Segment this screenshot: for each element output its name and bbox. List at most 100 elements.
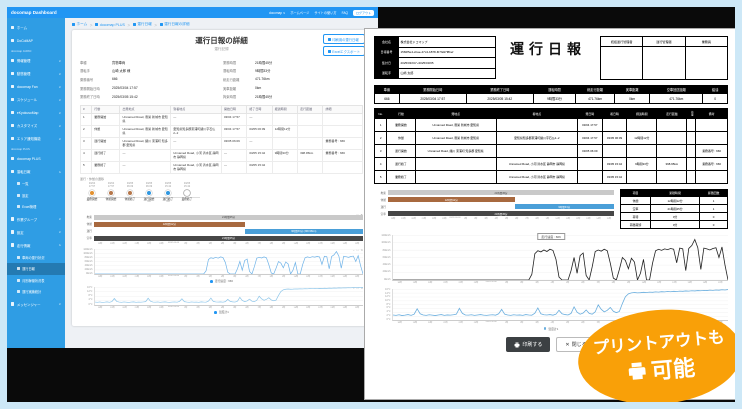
print-button[interactable]: 印刷する bbox=[506, 337, 551, 352]
timeline-node[interactable]: 03/05 15:42 業務終了 bbox=[177, 182, 197, 201]
timeline-node[interactable]: 03/04 17:57 業務開始 bbox=[82, 182, 102, 201]
x-tick-label: 3時 bbox=[535, 322, 539, 324]
top-navbar: docomap Dashboard docomap ∨ ホームページ サイトの使い方… bbox=[7, 7, 378, 18]
breadcrumb-item[interactable]: ホーム bbox=[72, 22, 87, 27]
x-tick-label: 12時 bbox=[575, 218, 581, 220]
app-title: docomap Dashboard bbox=[11, 10, 57, 15]
table-row[interactable]: 2 休憩 Unnamed Road, 豊栄 新城市 愛知県 愛知県知多郡東浦町緒川字石… bbox=[373, 131, 728, 145]
table-cell: 9時間33分 bbox=[532, 93, 577, 104]
excel-export-button[interactable]: Excelエクスポート bbox=[322, 46, 365, 56]
detail-value: 9時間33分 bbox=[255, 69, 271, 74]
navbar-link[interactable]: ホームページ bbox=[290, 11, 310, 15]
table-cell: 666 bbox=[374, 93, 400, 104]
y-tick-label: 16℃ bbox=[87, 285, 93, 289]
sidebar-item[interactable]: 運転日報 ∧ bbox=[7, 165, 65, 178]
table-row[interactable]: 1 業務開始 Unnamed Road, 豊栄 新城市 愛知県 —03/04 17:5… bbox=[79, 112, 363, 126]
timeline-node[interactable]: 03/04 17:57 休憩開始 bbox=[101, 181, 121, 201]
logout-button[interactable]: ログアウト bbox=[352, 9, 374, 16]
gantt-bar-運行[interactable]: 9時間33分 (398.95km) bbox=[244, 228, 363, 235]
table-cell: Unnamed Road, 小河 清水区 静岡市 静岡県 bbox=[495, 170, 578, 184]
sidebar-item[interactable]: スケジュール ∨ bbox=[7, 93, 65, 106]
table-cell bbox=[686, 144, 697, 158]
sidebar-item[interactable]: 動態管理 ∨ bbox=[7, 67, 65, 80]
sidebar-subitem[interactable]: Excel管理 bbox=[7, 201, 65, 213]
report-temp-legend: 温度計1 bbox=[374, 326, 728, 331]
sidebar-subitem[interactable]: 車両の運行状況 bbox=[7, 252, 65, 264]
breadcrumb-item[interactable]: 運行日報の詳細 bbox=[159, 22, 189, 27]
table-row[interactable]: 5 業務終了 — Unnamed Road, 小河 清水区 静岡市 静岡県 —03/05… bbox=[79, 160, 363, 174]
table-cell bbox=[695, 118, 728, 132]
sidebar-item[interactable]: 走行情報 ∧ bbox=[7, 239, 65, 252]
table-cell: 1 bbox=[699, 204, 728, 213]
breadcrumb-item[interactable]: docomap PLUS bbox=[95, 23, 125, 27]
y-tick-label: 20km/h bbox=[382, 270, 391, 274]
table-cell: 愛知県知多郡東浦町緒川字石仏2−2 bbox=[170, 124, 222, 138]
sidebar-item[interactable]: エリア通知機能 ∨ bbox=[7, 132, 65, 145]
timeline-node[interactable]: 03/05 06:09 休憩終了 bbox=[120, 181, 140, 201]
timeline-node[interactable]: 03/05 06:09 運行開始 666 bbox=[139, 182, 159, 203]
table-row[interactable]: 5 業務終了 Unnamed Road, 小河 清水区 静岡市 静岡県 03/05 1… bbox=[373, 170, 728, 184]
table-row[interactable]: 666 2025/03/04 17:57 2025/03/05 15:42 9時間33… bbox=[374, 93, 728, 104]
sidebar-subitem[interactable]: 月別稼働状況表 bbox=[7, 275, 65, 287]
sidebar-item-label: スケジュール bbox=[16, 98, 37, 102]
detail-fields-left: 車種 貨物車両 運転手 山崎 太郎 様乗務番号 666 業務開始日時 2025/03/04 … bbox=[80, 58, 213, 101]
table-cell: 03/04 17:57 bbox=[576, 118, 603, 132]
gantt-bar-休憩[interactable]: 12時間12分 bbox=[94, 221, 245, 228]
open-print-report-button[interactable]: 印刷用の運行日報 bbox=[322, 34, 365, 44]
table-row[interactable]: 4 運行終了 Unnamed Road, 小河 清水区 静岡市 静岡県 03/05 1… bbox=[373, 157, 728, 171]
table-row[interactable]: 3 運行開始 Unnamed Road, 緒川 東浦町 知多郡 愛知県 —03/05 … bbox=[79, 136, 363, 150]
table-row[interactable]: 3 運行開始 Unnamed Road, 緒川 東浦町 知多郡 愛知県 03/05 0… bbox=[373, 144, 728, 158]
sidebar-item[interactable]: カスタマイズ ∨ bbox=[7, 119, 65, 132]
table-row[interactable]: 4 運行終了 — Unnamed Road, 小河 清水区 静岡市 静岡県 —03/05… bbox=[79, 148, 363, 162]
timeline-date: 03/04 bbox=[107, 181, 115, 185]
sidebar-subitem-label: 車両の運行状況 bbox=[22, 255, 45, 260]
x-tick-label: 4時 bbox=[220, 242, 225, 245]
table-row[interactable]: 空車 21時間45分 1 bbox=[620, 204, 728, 213]
table-cell bbox=[656, 170, 688, 184]
table-row[interactable]: 休憩 12時間12分 1 bbox=[620, 196, 728, 205]
sidebar-item[interactable]: DoCoMAP bbox=[7, 34, 65, 47]
x-tick-label: 4時 bbox=[550, 282, 554, 284]
sidebar-item[interactable]: docomap PLUS bbox=[7, 152, 65, 165]
table-row[interactable]: 1 業務開始 Unnamed Road, 豊栄 新城市 愛知県 03/04 17:57 bbox=[373, 118, 728, 132]
chevron-down-icon: ∨ bbox=[58, 71, 61, 76]
sidebar-item[interactable]: 情報管理 ∨ bbox=[7, 54, 65, 67]
sidebar-subitem[interactable]: 運行実績統計 bbox=[7, 286, 65, 298]
timeline-node[interactable]: 03/05 15:42 運行終了 666 bbox=[158, 182, 178, 203]
page-subtitle: 運行記録 bbox=[214, 47, 229, 51]
gantt-bar-拘束[interactable]: 21時間45分 bbox=[94, 214, 363, 221]
gantt-bar-空車[interactable]: 21時間45分 bbox=[388, 210, 614, 217]
table-cell: 398.95km bbox=[656, 157, 688, 171]
table-row[interactable]: 2 休憩 Unnamed Road, 豊栄 新城市 愛知県 愛知県知多郡東浦町緒川字石… bbox=[79, 124, 363, 138]
speed-chart-card: −□↻ 120km/h100km/h80km/h60km/h40km/h20km… bbox=[80, 248, 363, 284]
table-head: # 行動 出発地点 到着地点 開始日時 終了日時 経過時間 走行距離 詳細 bbox=[79, 104, 363, 114]
sidebar-item-icon bbox=[11, 25, 15, 30]
timeline-date: 03/05 bbox=[126, 181, 134, 185]
sidebar-item[interactable]: 設定 ∨ bbox=[7, 226, 65, 239]
sidebar-item[interactable]: メッセンジャー ∨ bbox=[7, 298, 65, 311]
sidebar-item[interactable]: 作業グループ ∨ bbox=[7, 213, 65, 226]
sidebar-subitem[interactable]: 運行日報 bbox=[7, 263, 65, 275]
gantt-bar-空車[interactable]: 21時間45分 bbox=[94, 235, 363, 242]
table-row[interactable]: 荷積荷卸 0分 0 bbox=[620, 220, 728, 229]
sidebar-subitem[interactable]: 一覧 bbox=[7, 178, 65, 190]
gantt-bar-運行[interactable]: 9時間33分 bbox=[514, 203, 614, 210]
sidebar-item[interactable]: docomap Fan ∨ bbox=[7, 80, 65, 93]
timeline-time: 03/04 17:57 bbox=[101, 181, 121, 189]
gantt-bar-拘束[interactable]: 21時間45分 bbox=[388, 189, 614, 196]
detail-value: 2025/03/04 17:57 bbox=[112, 86, 138, 91]
navbar-link[interactable]: FAQ bbox=[341, 10, 348, 15]
sidebar-item[interactable]: ホーム bbox=[7, 21, 65, 34]
navbar-link[interactable]: docomap ∨ bbox=[268, 10, 286, 15]
stamp-box bbox=[684, 46, 729, 80]
column-header: 着地点 bbox=[495, 108, 578, 119]
table-head: 車番 業務開始日時 業務終了日時 運転時間 総走行距離 実車距離 空車回送距離 給油 bbox=[374, 85, 728, 94]
table-cell: Unnamed Road, 豊栄 新城市 愛知県 bbox=[414, 131, 497, 145]
table-row[interactable]: 荷待 0分 0 bbox=[620, 212, 728, 221]
sidebar-item[interactable]: eKyokusoMap ∨ bbox=[7, 106, 65, 119]
breadcrumb-icon bbox=[95, 23, 99, 26]
sidebar-subitem[interactable]: 設定 bbox=[7, 190, 65, 202]
breadcrumb-item[interactable]: 運行日報 bbox=[132, 22, 152, 27]
gantt-bar-休憩[interactable]: 12時間12分 bbox=[388, 196, 515, 203]
navbar-link[interactable]: サイトの使い方 bbox=[314, 11, 337, 15]
